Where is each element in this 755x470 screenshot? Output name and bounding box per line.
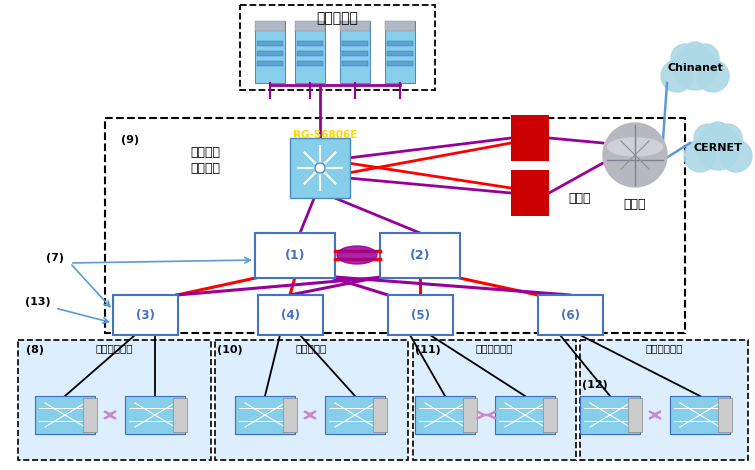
Bar <box>463 398 477 432</box>
Text: 路由器: 路由器 <box>624 198 646 212</box>
Bar <box>388 295 453 335</box>
Text: (4): (4) <box>281 308 300 321</box>
Text: (11): (11) <box>415 345 441 355</box>
Bar <box>255 21 285 31</box>
Bar <box>340 21 370 31</box>
Text: 服务器区域: 服务器区域 <box>316 11 358 25</box>
Text: Chinanet: Chinanet <box>667 63 723 73</box>
Bar <box>255 21 285 83</box>
Bar <box>495 396 555 434</box>
Bar <box>18 340 211 460</box>
Bar <box>413 340 576 460</box>
Text: 校园网络: 校园网络 <box>190 146 220 158</box>
Bar <box>297 61 323 66</box>
Text: (2): (2) <box>410 249 430 261</box>
FancyBboxPatch shape <box>290 138 350 198</box>
Bar <box>83 398 97 432</box>
Circle shape <box>603 123 667 187</box>
Bar <box>297 51 323 56</box>
Circle shape <box>697 60 729 92</box>
Bar <box>35 396 95 434</box>
Text: CERNET: CERNET <box>694 143 742 153</box>
Bar <box>257 51 283 56</box>
Bar <box>295 21 325 31</box>
Bar <box>387 51 413 56</box>
Text: 教学科研区域: 教学科研区域 <box>95 343 133 353</box>
Bar <box>511 115 549 161</box>
Bar <box>670 396 730 434</box>
Circle shape <box>706 122 730 146</box>
Bar <box>295 21 325 83</box>
Text: (13): (13) <box>25 297 51 307</box>
Bar <box>718 398 732 432</box>
Bar <box>340 21 370 83</box>
Ellipse shape <box>337 246 377 264</box>
Text: 防火墙: 防火墙 <box>569 191 591 204</box>
Circle shape <box>673 46 717 90</box>
Circle shape <box>720 140 752 172</box>
Circle shape <box>694 124 722 152</box>
Text: (9): (9) <box>121 135 139 145</box>
Bar <box>628 398 642 432</box>
Bar <box>387 41 413 46</box>
Text: (10): (10) <box>217 345 243 355</box>
Bar <box>283 398 297 432</box>
Circle shape <box>315 163 325 173</box>
Bar <box>538 295 603 335</box>
Bar <box>387 61 413 66</box>
Text: (8): (8) <box>26 345 44 355</box>
Circle shape <box>683 42 707 66</box>
Bar <box>342 51 368 56</box>
Bar <box>342 41 368 46</box>
Circle shape <box>684 140 716 172</box>
Bar <box>235 396 295 434</box>
Bar <box>215 340 408 460</box>
Ellipse shape <box>608 138 662 156</box>
Bar <box>125 396 185 434</box>
Text: (3): (3) <box>136 308 155 321</box>
Circle shape <box>714 124 742 152</box>
Bar <box>105 118 685 333</box>
Bar <box>173 398 187 432</box>
Bar <box>511 170 549 216</box>
Bar <box>113 295 178 335</box>
Circle shape <box>671 44 699 72</box>
Bar <box>342 61 368 66</box>
Bar <box>373 398 387 432</box>
Text: RG-S6806E: RG-S6806E <box>293 130 357 140</box>
Bar <box>385 21 415 83</box>
Text: 学生宿舍区域: 学生宿舍区域 <box>646 343 683 353</box>
Circle shape <box>696 126 740 170</box>
Bar <box>240 5 435 90</box>
Text: 行政办公区域: 行政办公区域 <box>475 343 513 353</box>
Bar <box>257 61 283 66</box>
Bar <box>297 41 323 46</box>
Bar <box>385 21 415 31</box>
Bar <box>325 396 385 434</box>
Text: (5): (5) <box>411 308 430 321</box>
Circle shape <box>661 60 693 92</box>
Bar <box>415 396 475 434</box>
Text: 信息中心: 信息中心 <box>190 162 220 174</box>
Bar <box>258 295 323 335</box>
Bar <box>543 398 557 432</box>
Text: (1): (1) <box>285 249 305 261</box>
Text: (6): (6) <box>560 308 580 321</box>
Text: (12): (12) <box>582 380 608 390</box>
Bar <box>580 396 640 434</box>
Text: (7): (7) <box>46 253 64 263</box>
Bar <box>580 340 748 460</box>
Text: 图书馆区域: 图书馆区域 <box>295 343 327 353</box>
Bar <box>380 233 460 278</box>
Circle shape <box>691 44 719 72</box>
Bar <box>255 233 335 278</box>
Bar <box>257 41 283 46</box>
